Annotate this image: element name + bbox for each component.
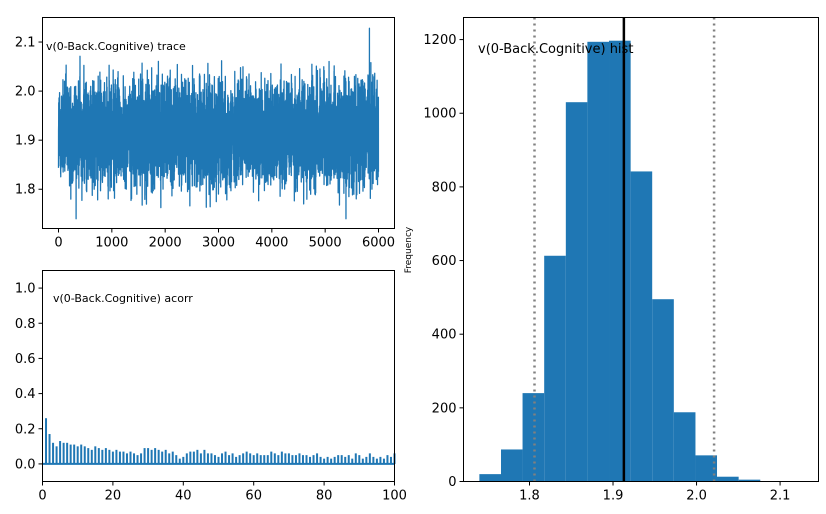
trace-x-tick-label: 6000 bbox=[362, 236, 395, 251]
acorr-y-tick-label: 1.0 bbox=[15, 282, 36, 297]
trace-x-tick-label: 2000 bbox=[149, 236, 182, 251]
hist-bar bbox=[717, 476, 739, 482]
acorr-x-tick-label: 60 bbox=[245, 489, 262, 504]
hist-bar bbox=[501, 449, 523, 482]
hist-x-tick-label: 1.8 bbox=[519, 489, 540, 504]
hist-bar bbox=[609, 40, 631, 482]
hist-y-tick-label: 1200 bbox=[423, 33, 456, 48]
hist-x-tick-label: 2.1 bbox=[770, 489, 791, 504]
acorr-axes-frame bbox=[42, 270, 395, 482]
trace-x-tick-label: 4000 bbox=[255, 236, 288, 251]
hist-panel: 1.8 1.9 2.0 2.1 0 200 400 600 800 1000 1200 v(0-B… bbox=[404, 17, 819, 504]
trace-y-ticks: 1.8 1.9 2.0 2.1 bbox=[15, 36, 43, 198]
acorr-y-tick-label: 0.8 bbox=[15, 317, 36, 332]
acorr-x-ticks: 0 20 40 60 80 100 bbox=[38, 481, 407, 504]
hist-y-ticks: 0 200 400 600 800 1000 1200 bbox=[423, 33, 464, 490]
hist-bar bbox=[565, 102, 588, 482]
acorr-x-tick-label: 0 bbox=[38, 489, 46, 504]
acorr-x-tick-label: 80 bbox=[316, 489, 333, 504]
trace-title: v(0-Back.Cognitive) trace bbox=[46, 40, 186, 53]
hist-bar bbox=[738, 479, 761, 482]
trace-y-tick-label: 2.1 bbox=[15, 36, 36, 51]
acorr-title: v(0-Back.Cognitive) acorr bbox=[53, 292, 193, 305]
hist-bar bbox=[673, 412, 696, 482]
trace-x-tick-label: 3000 bbox=[202, 236, 235, 251]
trace-y-tick-label: 2.0 bbox=[15, 85, 36, 100]
hist-y-tick-label: 200 bbox=[432, 401, 457, 416]
acorr-x-tick-label: 100 bbox=[382, 489, 407, 504]
hist-plot-area bbox=[479, 17, 761, 482]
hist-y-axis-label: Frequency bbox=[404, 226, 414, 273]
acorr-y-tick-label: 0.0 bbox=[15, 457, 36, 472]
acorr-y-tick-label: 0.2 bbox=[15, 422, 36, 437]
acorr-panel: 0 20 40 60 80 100 0.0 0.2 0.4 0.6 0.8 1.0 v(0-Back… bbox=[15, 270, 407, 504]
hist-y-tick-label: 600 bbox=[432, 254, 457, 269]
acorr-y-tick-label: 0.6 bbox=[15, 352, 36, 367]
hist-y-tick-label: 1000 bbox=[423, 107, 456, 122]
hist-bar bbox=[630, 171, 653, 482]
hist-title: v(0-Back.Cognitive) hist bbox=[478, 42, 633, 57]
trace-x-tick-label: 0 bbox=[54, 236, 62, 251]
hist-bar bbox=[695, 455, 718, 482]
hist-bar bbox=[587, 41, 610, 482]
hist-y-tick-label: 400 bbox=[432, 328, 457, 343]
acorr-x-tick-label: 20 bbox=[105, 489, 122, 504]
hist-y-tick-label: 800 bbox=[432, 180, 457, 195]
hist-y-tick-label: 0 bbox=[448, 475, 456, 490]
hist-bar bbox=[522, 393, 545, 482]
trace-x-tick-label: 1000 bbox=[95, 236, 128, 251]
hist-x-ticks: 1.8 1.9 2.0 2.1 bbox=[519, 481, 791, 504]
acorr-x-tick-label: 40 bbox=[175, 489, 192, 504]
acorr-y-tick-label: 0.4 bbox=[15, 387, 36, 402]
trace-series-line bbox=[57, 27, 380, 220]
acorr-y-ticks: 0.0 0.2 0.4 0.6 0.8 1.0 bbox=[15, 282, 43, 472]
hist-x-tick-label: 1.9 bbox=[603, 489, 624, 504]
hist-x-tick-label: 2.0 bbox=[686, 489, 707, 504]
trace-x-ticks: 0 1000 2000 3000 4000 5000 6000 bbox=[54, 228, 395, 251]
trace-x-tick-label: 5000 bbox=[309, 236, 342, 251]
hist-bar bbox=[652, 299, 674, 482]
hist-bar bbox=[544, 255, 566, 482]
hist-axes-frame bbox=[463, 17, 819, 482]
hist-bar bbox=[479, 474, 502, 482]
trace-y-tick-label: 1.8 bbox=[15, 183, 36, 198]
trace-y-tick-label: 1.9 bbox=[15, 134, 36, 149]
acorr-plot-area bbox=[42, 418, 396, 465]
trace-panel: 0 1000 2000 3000 4000 5000 6000 1.8 1.9 2.0 2.1 v… bbox=[15, 17, 395, 251]
trace-plot-area bbox=[57, 27, 380, 220]
